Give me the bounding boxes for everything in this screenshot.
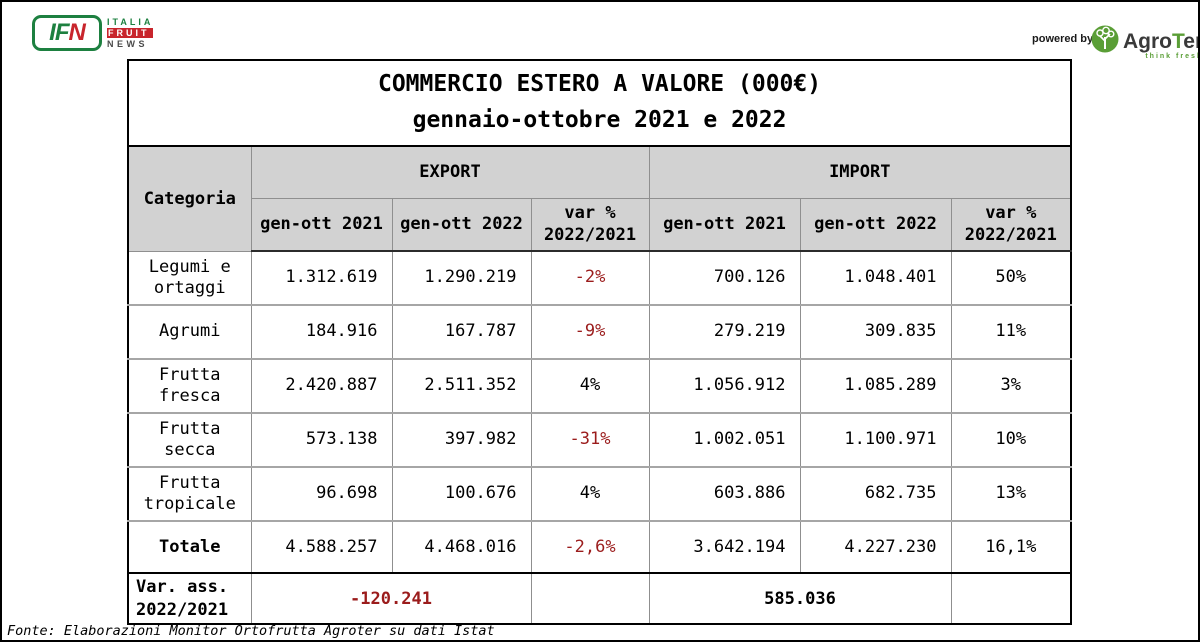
table-row-legumi: Legumi e ortaggi 1.312.619 1.290.219 -2%…: [127, 250, 1072, 306]
header-export-var-line1: var %: [564, 203, 616, 224]
var-ass-label: Var. ass. 2022/2021: [127, 572, 252, 625]
import-var-value: 3%: [950, 358, 1072, 414]
agroter-tree-icon: [1090, 24, 1120, 58]
export-2022-value: 100.676: [391, 466, 532, 522]
import-2021-value: 279.219: [648, 304, 801, 360]
table-title-row: COMMERCIO ESTERO A VALORE (000€) gennaio…: [128, 60, 1072, 147]
import-var-value: 11%: [950, 304, 1072, 360]
header-sub-row: gen-ott 2021 gen-ott 2022 var % 2022/202…: [128, 197, 1072, 252]
export-2021-value: 573.138: [250, 412, 393, 468]
ifn-letter-n: N: [68, 19, 85, 46]
table-row-var-ass: Var. ass. 2022/2021 -120.241 585.036: [127, 572, 1072, 625]
total-label: Totale: [127, 520, 252, 574]
total-import-var: 16,1%: [950, 520, 1072, 574]
header-import-var-line2: 2022/2021: [964, 225, 1057, 246]
trade-table: COMMERCIO ESTERO A VALORE (000€) gennaio…: [127, 59, 1073, 625]
agroter-agro-text: Agro: [1123, 29, 1172, 53]
header-group-row: Categoria EXPORT IMPORT: [127, 145, 1072, 252]
export-2021-value: 96.698: [250, 466, 393, 522]
total-export-2022: 4.468.016: [391, 520, 532, 574]
export-2021-value: 2.420.887: [250, 358, 393, 414]
table-row-frutta-secca: Frutta secca 573.138 397.982 -31% 1.002.…: [127, 412, 1072, 468]
table-title-line1: COMMERCIO ESTERO A VALORE (000€): [377, 71, 822, 98]
var-ass-label-line1: Var. ass.: [136, 577, 229, 598]
ifn-logo: IF N ITALIA FRUIT NEWS: [32, 15, 154, 51]
export-var-value: -2%: [530, 250, 650, 306]
export-2022-value: 2.511.352: [391, 358, 532, 414]
category-label: Agrumi: [127, 304, 252, 360]
agroter-tagline: think fresh: [1145, 52, 1200, 60]
ifn-badge-icon: IF N: [32, 15, 102, 51]
total-export-var: -2,6%: [530, 520, 650, 574]
export-2022-value: 1.290.219: [391, 250, 532, 306]
export-2021-value: 1.312.619: [250, 250, 393, 306]
ifn-wordmark: ITALIA FRUIT NEWS: [107, 15, 154, 49]
agroter-er-text: er: [1183, 29, 1198, 53]
ifn-letters-if: IF: [49, 19, 69, 46]
import-2022-value: 1.100.971: [799, 412, 952, 468]
header-import-var: var % 2022/2021: [950, 197, 1072, 252]
table-title: COMMERCIO ESTERO A VALORE (000€) gennaio…: [128, 60, 1072, 147]
trade-table-wrap: COMMERCIO ESTERO A VALORE (000€) gennaio…: [127, 59, 1073, 625]
table-row-agrumi: Agrumi 184.916 167.787 -9% 279.219 309.8…: [127, 304, 1072, 360]
header-export-var: var % 2022/2021: [530, 197, 650, 252]
var-ass-label-line2: 2022/2021: [136, 599, 229, 620]
export-2022-value: 397.982: [391, 412, 532, 468]
import-2022-value: 1.085.289: [799, 358, 952, 414]
export-var-value: 4%: [530, 358, 650, 414]
header-import-group: IMPORT: [648, 145, 1072, 199]
total-import-2022: 4.227.230: [799, 520, 952, 574]
import-var-value: 13%: [950, 466, 1072, 522]
category-label: Frutta secca: [127, 412, 252, 468]
table-row-frutta-fresca: Frutta fresca 2.420.887 2.511.352 4% 1.0…: [127, 358, 1072, 414]
header-export-var-line2: 2022/2021: [543, 225, 637, 246]
export-var-value: 4%: [530, 466, 650, 522]
var-ass-export-value: -120.241: [250, 572, 532, 625]
import-2022-value: 682.735: [799, 466, 952, 522]
import-2022-value: 1.048.401: [799, 250, 952, 306]
table-row-frutta-tropicale: Frutta tropicale 96.698 100.676 4% 603.8…: [127, 466, 1072, 522]
table-title-line2: gennaio-ottobre 2021 e 2022: [412, 107, 787, 133]
import-2021-value: 603.886: [648, 466, 801, 522]
export-var-value: -31%: [530, 412, 650, 468]
header-export-2021: gen-ott 2021: [250, 197, 393, 252]
category-label: Legumi e ortaggi: [127, 250, 252, 306]
ifn-italia-label: ITALIA: [107, 17, 154, 27]
agroter-logo: AgroTer think fresh: [1090, 24, 1198, 60]
export-var-value: -9%: [530, 304, 650, 360]
agroter-wordmark: AgroTer think fresh: [1123, 29, 1198, 60]
var-ass-export-empty-cell: [530, 572, 650, 625]
import-var-value: 10%: [950, 412, 1072, 468]
category-label: Frutta tropicale: [127, 466, 252, 522]
var-ass-import-value: 585.036: [648, 572, 952, 625]
header-import-2021: gen-ott 2021: [648, 197, 801, 252]
header-export-group: EXPORT: [250, 145, 650, 199]
category-label: Frutta fresca: [127, 358, 252, 414]
agroter-t-text: T: [1172, 29, 1184, 53]
var-ass-import-empty-cell: [950, 572, 1072, 625]
total-export-2021: 4.588.257: [250, 520, 393, 574]
import-2022-value: 309.835: [799, 304, 952, 360]
powered-by-label: powered by: [1032, 33, 1094, 45]
ifn-news-label: NEWS: [107, 39, 148, 49]
header-import-var-line1: var %: [985, 203, 1037, 224]
import-2021-value: 1.056.912: [648, 358, 801, 414]
source-note: Fonte: Elaborazioni Monitor Ortofrutta A…: [7, 623, 495, 639]
header-export-2022: gen-ott 2022: [391, 197, 532, 252]
export-2022-value: 167.787: [391, 304, 532, 360]
import-2021-value: 700.126: [648, 250, 801, 306]
total-import-2021: 3.642.194: [648, 520, 801, 574]
table-row-totale: Totale 4.588.257 4.468.016 -2,6% 3.642.1…: [127, 520, 1072, 574]
import-var-value: 50%: [950, 250, 1072, 306]
header-categoria: Categoria: [127, 145, 252, 252]
ifn-fruit-label: FRUIT: [107, 28, 154, 38]
import-2021-value: 1.002.051: [648, 412, 801, 468]
header-import-2022: gen-ott 2022: [799, 197, 952, 252]
export-2021-value: 184.916: [250, 304, 393, 360]
